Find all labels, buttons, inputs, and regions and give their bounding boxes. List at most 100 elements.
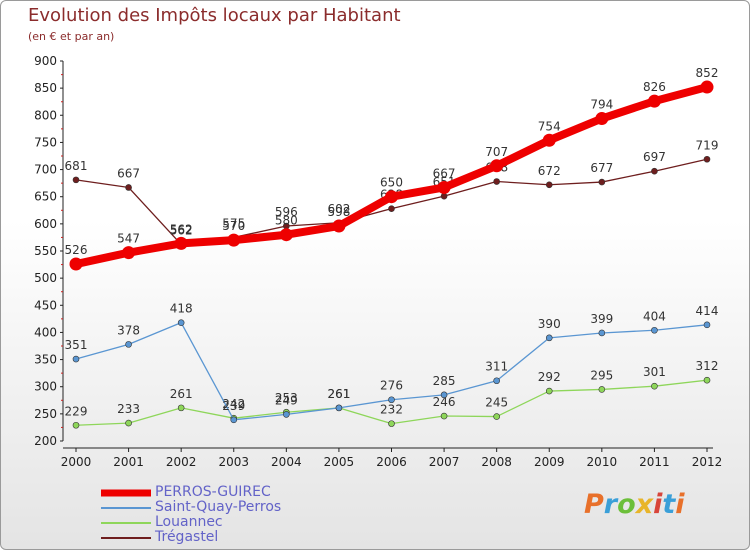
y-tick-label: 600 [34, 217, 57, 231]
data-point [227, 233, 241, 247]
x-tick-label: 2003 [218, 455, 249, 469]
y-tick-label: 500 [34, 271, 57, 285]
data-label: 562 [170, 222, 193, 236]
data-point [177, 319, 185, 326]
data-point [385, 190, 398, 204]
data-label: 399 [590, 312, 613, 326]
x-tick-label: 2012 [692, 455, 723, 469]
data-label: 239 [222, 399, 245, 413]
data-label: 253 [275, 391, 298, 405]
x-tick-label: 2000 [61, 455, 92, 469]
y-tick-label: 550 [34, 244, 57, 258]
y-tick-label: 800 [34, 108, 57, 122]
data-point [388, 420, 395, 427]
data-point [545, 181, 553, 189]
y-tick-label: 900 [34, 54, 57, 68]
chart-title: Evolution des Impôts locaux par Habitant [28, 5, 401, 26]
data-label: 672 [538, 164, 561, 178]
x-tick-label: 2007 [429, 455, 460, 469]
legend-swatch [101, 506, 151, 509]
legend-swatch [101, 489, 151, 496]
data-label: 719 [696, 138, 719, 152]
data-label: 602 [327, 202, 350, 216]
data-label: 414 [696, 304, 719, 318]
data-point [703, 376, 711, 384]
data-label: 261 [327, 387, 350, 401]
data-label: 242 [222, 397, 245, 411]
data-point [174, 236, 188, 250]
y-tick-label: 350 [34, 353, 57, 367]
data-point [125, 341, 132, 348]
logo-letter: o [617, 489, 636, 520]
x-tick-label: 2009 [534, 455, 565, 469]
data-label: 418 [170, 302, 193, 316]
data-label: 697 [643, 150, 666, 164]
data-label: 852 [696, 66, 719, 80]
data-point [598, 329, 606, 337]
data-point [493, 178, 500, 185]
logo-letter: t [662, 489, 676, 520]
data-label: 707 [485, 145, 508, 159]
data-label: 276 [380, 379, 403, 393]
x-tick-label: 2004 [271, 455, 302, 469]
data-point [493, 377, 500, 385]
data-label: 246 [433, 395, 456, 409]
data-label: 667 [117, 166, 140, 180]
data-label: 575 [222, 216, 245, 230]
data-label: 245 [485, 396, 508, 410]
data-point [279, 228, 293, 242]
data-point [72, 355, 80, 363]
data-point [332, 219, 346, 233]
x-tick-label: 2002 [166, 455, 197, 469]
logo-letter: P [584, 489, 604, 520]
data-point [545, 387, 553, 395]
data-point [651, 326, 658, 334]
data-label: 351 [65, 338, 88, 352]
data-label: 547 [117, 232, 140, 246]
data-point [388, 396, 395, 404]
data-point [230, 416, 238, 424]
y-tick-label: 300 [34, 380, 57, 394]
x-tick-label: 2011 [639, 455, 670, 469]
legend-swatch [101, 536, 151, 539]
data-label: 667 [433, 166, 456, 180]
data-label: 292 [538, 370, 561, 384]
logo-letter: r [603, 489, 618, 520]
legend-label: Trégastel [155, 529, 219, 545]
x-tick-label: 2005 [324, 455, 355, 469]
data-point [437, 180, 451, 194]
data-label: 285 [433, 374, 456, 388]
data-label: 580 [275, 214, 298, 228]
legend-label: PERROS-GUIREC [155, 484, 271, 500]
legend-swatch [101, 521, 151, 524]
data-label: 562 [170, 223, 193, 237]
y-tick-label: 250 [34, 407, 57, 421]
data-label: 233 [117, 402, 140, 416]
data-label: 390 [538, 317, 561, 331]
y-tick-label: 200 [34, 434, 57, 448]
legend-label: Louannec [155, 514, 223, 530]
data-label: 681 [65, 159, 88, 173]
data-point [125, 419, 132, 427]
data-point [545, 334, 553, 342]
data-point [177, 404, 185, 412]
y-tick-label: 400 [34, 325, 57, 339]
data-label: 311 [485, 360, 508, 374]
data-point [647, 94, 661, 108]
proxiti-logo: Proxiti [584, 489, 685, 520]
logo-letter: i [675, 489, 685, 520]
data-point [440, 412, 448, 420]
y-tick-label: 650 [34, 190, 57, 204]
x-tick-label: 2008 [481, 455, 512, 469]
data-point [651, 167, 658, 175]
y-tick-label: 850 [34, 81, 57, 95]
data-label: 378 [117, 323, 140, 337]
chart-subtitle: (en € et par an) [28, 30, 115, 43]
data-point [72, 421, 80, 429]
data-point [283, 411, 290, 418]
data-point [440, 192, 448, 200]
legend-label: Saint-Quay-Perros [155, 499, 282, 515]
data-label: 596 [275, 205, 298, 219]
data-label: 598 [327, 205, 350, 219]
